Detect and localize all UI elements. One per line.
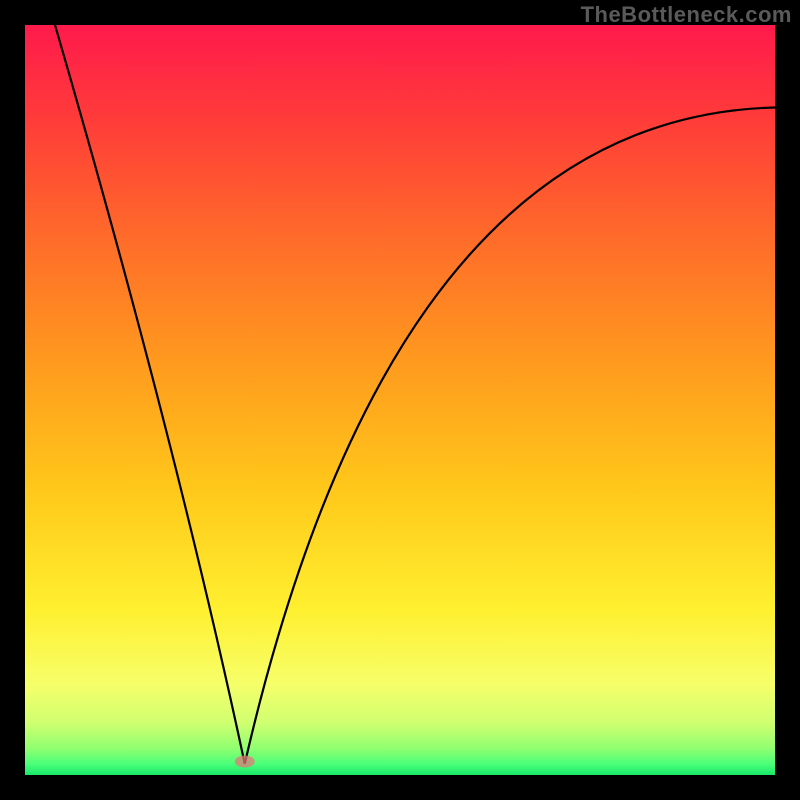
bottleneck-chart [25, 25, 775, 775]
chart-frame: TheBottleneck.com [0, 0, 800, 800]
chart-background [25, 25, 775, 775]
watermark-text: TheBottleneck.com [581, 2, 792, 28]
optimal-point-marker [235, 756, 255, 768]
